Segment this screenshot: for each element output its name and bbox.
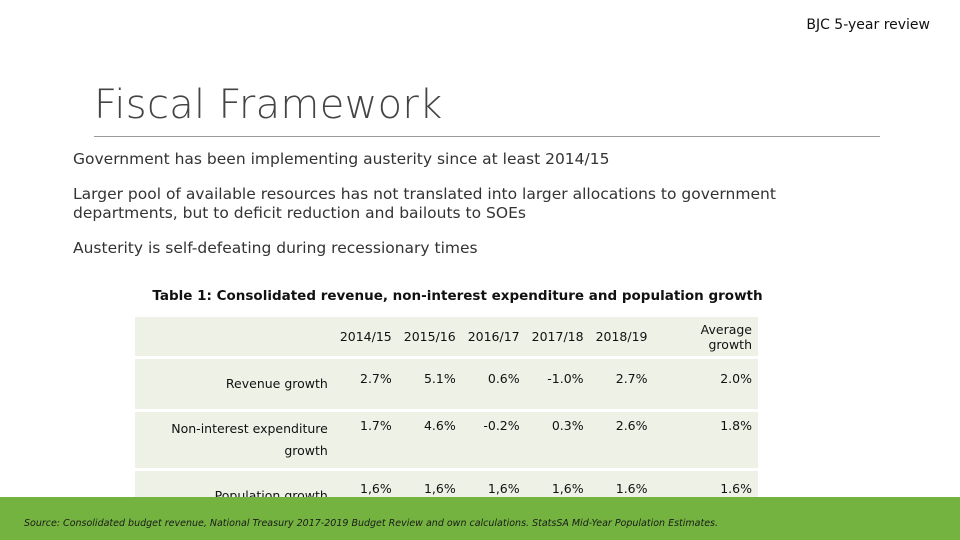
growth-table: 2014/15 2015/16 2016/17 2017/18 2018/19 …: [135, 317, 758, 521]
column-header: 2014/15: [333, 317, 398, 356]
table-cell: -1.0%: [525, 359, 590, 409]
bullet-list: Government has been implementing austeri…: [73, 150, 833, 274]
table-cell: -0.2%: [461, 412, 526, 468]
table-cell: 1.8%: [653, 412, 758, 468]
slide-title: Fiscal Framework: [94, 82, 443, 128]
column-header: Average growth: [653, 317, 758, 356]
bullet-self-defeating: Austerity is self-defeating during reces…: [73, 239, 478, 257]
table-cell: 2.7%: [333, 359, 398, 409]
table-cell: 1.7%: [333, 412, 398, 468]
table-cell: 0.3%: [525, 412, 590, 468]
table-cell: 2.0%: [653, 359, 758, 409]
table-header-row: 2014/15 2015/16 2016/17 2017/18 2018/19 …: [135, 317, 758, 356]
column-header: 2018/19: [589, 317, 654, 356]
title-divider: [94, 136, 880, 137]
row-label: Non-interest expenditure growth: [135, 412, 334, 468]
table-caption: Table 1: Consolidated revenue, non-inter…: [152, 288, 763, 304]
row-label: Revenue growth: [135, 359, 334, 409]
table-cell: 2.7%: [589, 359, 654, 409]
footer-bar: [0, 497, 960, 540]
column-header: 2016/17: [461, 317, 526, 356]
column-header: 2015/16: [397, 317, 462, 356]
table-cell: 2.6%: [589, 412, 654, 468]
table-cell: 0.6%: [461, 359, 526, 409]
source-note: Source: Consolidated budget revenue, Nat…: [24, 518, 719, 529]
bullet-resources: Larger pool of available resources has n…: [73, 185, 776, 222]
table-row: Non-interest expenditure growth 1.7% 4.6…: [135, 412, 758, 468]
bullet-austerity: Government has been implementing austeri…: [73, 150, 610, 168]
table-cell: 4.6%: [397, 412, 462, 468]
table-row: Revenue growth 2.7% 5.1% 0.6% -1.0% 2.7%…: [135, 359, 758, 409]
table-cell: 5.1%: [397, 359, 462, 409]
header-tag: BJC 5-year review: [806, 17, 930, 33]
column-header: 2017/18: [525, 317, 590, 356]
header-corner: [135, 317, 334, 356]
